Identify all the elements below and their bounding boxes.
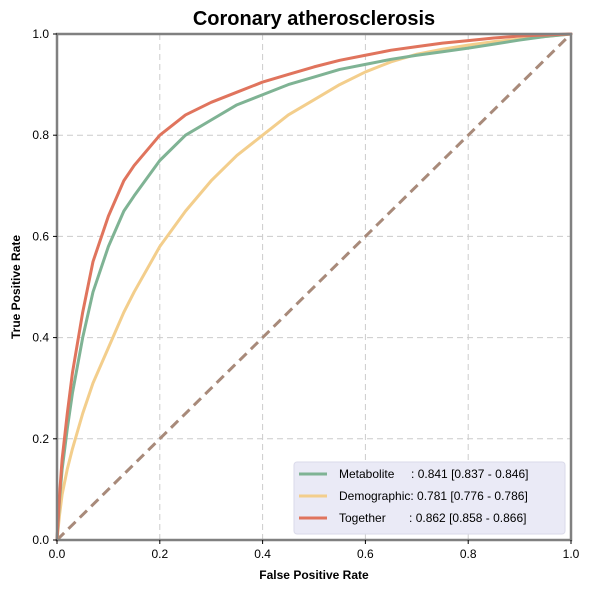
x-tick-label: 0.8	[460, 547, 477, 561]
x-tick-label: 0.0	[49, 547, 66, 561]
legend-label-demographic: Demographic: 0.781 [0.776 - 0.786]	[339, 489, 528, 503]
plot-frame	[55, 32, 573, 542]
reference-diagonal-group	[55, 32, 573, 542]
y-axis-label: True Positive Rate	[9, 235, 23, 339]
legend-label-together: Together : 0.862 [0.858 - 0.866]	[339, 511, 526, 525]
y-tick-label: 0.4	[32, 331, 49, 345]
y-tick-label: 0.0	[32, 533, 49, 547]
legend-label-metabolite: Metabolite : 0.841 [0.837 - 0.846]	[339, 467, 528, 481]
roc-curve-metabolite	[55, 32, 573, 542]
reference-diagonal-line	[55, 32, 573, 542]
x-tick-label: 1.0	[563, 547, 580, 561]
y-tick-label: 0.8	[32, 128, 49, 142]
grid-lines	[57, 34, 571, 540]
y-tick-label: 1.0	[32, 27, 49, 41]
axis-ticks: 0.0 0.2 0.4 0.6 0.8 1.0 0.0 0.2 0.4 0.6 0.8 1.0	[32, 27, 579, 561]
y-tick-label: 0.6	[32, 229, 49, 243]
legend: Metabolite : 0.841 [0.837 - 0.846] Demogr…	[293, 461, 566, 535]
roc-curves	[55, 32, 573, 542]
x-tick-label: 0.6	[357, 547, 374, 561]
x-tick-label: 0.4	[254, 547, 271, 561]
roc-curve-together	[55, 32, 573, 542]
chart-title: Coronary atherosclerosis	[193, 8, 435, 30]
legend-box	[293, 461, 566, 535]
x-axis-label: False Positive Rate	[259, 568, 369, 582]
roc-curve-demographic	[55, 32, 573, 542]
y-tick-label: 0.2	[32, 432, 49, 446]
x-tick-label: 0.2	[151, 547, 168, 561]
